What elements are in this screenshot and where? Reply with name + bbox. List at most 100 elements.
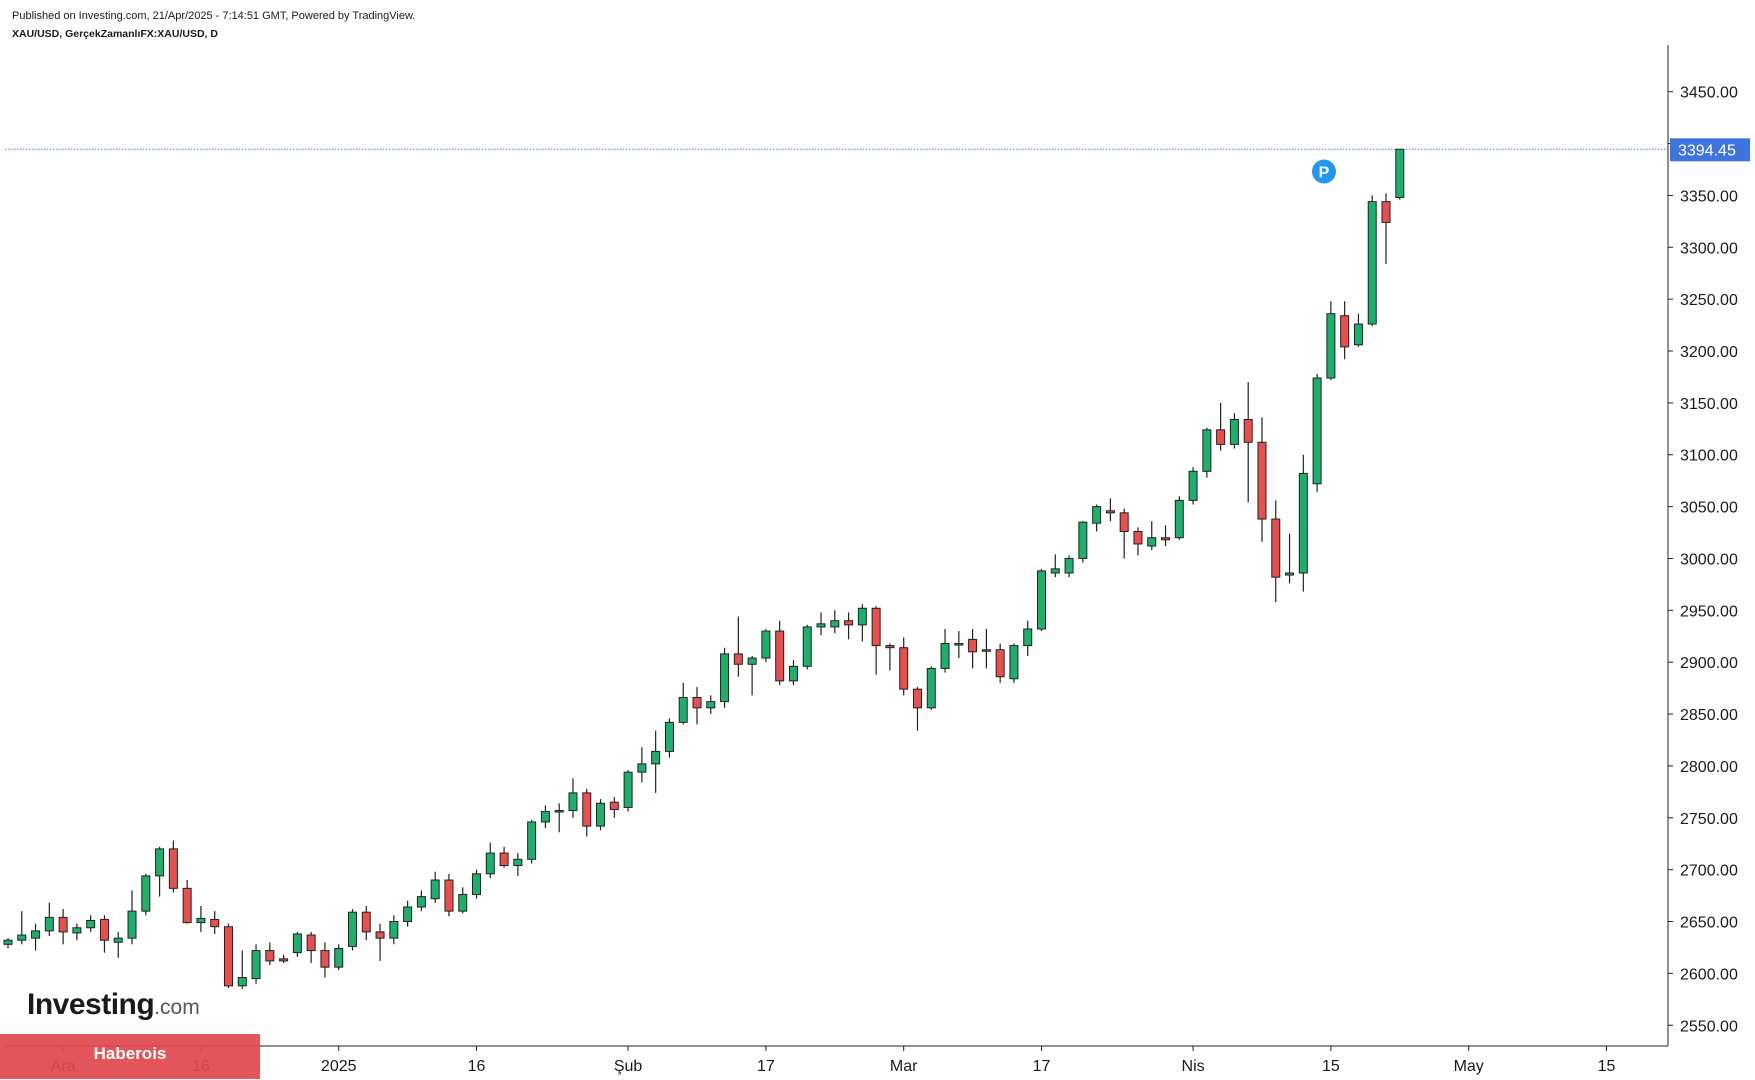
p-marker-label: P — [1319, 165, 1330, 182]
candle — [196, 905, 206, 932]
candle-body — [981, 649, 991, 652]
candle-body — [86, 919, 96, 929]
candle — [31, 923, 41, 951]
y-tick-label: 3200.00 — [1680, 344, 1738, 361]
candle — [44, 902, 54, 937]
candle-body — [210, 918, 220, 928]
candle-body — [775, 630, 785, 682]
candle-body — [72, 927, 82, 934]
candle-body — [361, 911, 371, 933]
candle — [306, 931, 316, 964]
candle-body — [237, 977, 247, 987]
candle — [223, 923, 233, 988]
candle — [706, 695, 716, 715]
candle — [430, 871, 440, 903]
x-tick-label: 2025 — [321, 1058, 357, 1075]
candle-body — [1353, 323, 1363, 346]
candle-body — [196, 917, 206, 924]
candle — [1353, 313, 1363, 347]
candle — [155, 846, 165, 897]
candle-body — [692, 696, 702, 709]
price-axis[interactable]: 2550.00 2600.00 2650.00 2700.00 2750.00 2800.… — [1667, 45, 1750, 1046]
candle — [1174, 496, 1184, 540]
candle-body — [1147, 537, 1157, 547]
candle-body — [788, 665, 798, 682]
candle-body — [1243, 418, 1253, 443]
candle — [1105, 498, 1115, 522]
candle-body — [430, 879, 440, 900]
candle-body — [1326, 313, 1336, 379]
y-tick-label: 3250.00 — [1680, 292, 1738, 309]
candle — [926, 666, 936, 710]
candle-body — [1050, 568, 1060, 574]
x-tick-label: 15 — [1598, 1058, 1616, 1075]
candle — [885, 643, 895, 671]
candle-body — [1133, 530, 1143, 545]
candle-body — [472, 873, 482, 896]
candle-body — [664, 721, 674, 752]
candle — [788, 660, 798, 686]
candle — [265, 942, 275, 966]
candle-body — [1257, 441, 1267, 520]
candle — [361, 905, 371, 941]
y-tick-label: 2950.00 — [1680, 603, 1738, 620]
candle — [692, 687, 702, 725]
y-tick-label: 3450.00 — [1680, 85, 1738, 102]
candle — [1229, 413, 1239, 449]
candle — [1381, 193, 1391, 264]
candle — [554, 803, 564, 833]
candle-body — [1381, 201, 1391, 223]
candle — [899, 637, 909, 696]
candle-body — [168, 848, 178, 889]
candle-body — [320, 950, 330, 968]
candle — [830, 610, 840, 634]
candle — [1133, 527, 1143, 556]
candle — [237, 950, 247, 989]
candle — [540, 805, 550, 829]
candle — [1202, 427, 1212, 478]
candle-body — [251, 950, 261, 980]
candle — [17, 911, 27, 945]
candle — [86, 915, 96, 932]
candle-body — [720, 653, 730, 703]
candle-body — [1119, 512, 1129, 532]
candle-body — [1023, 628, 1033, 647]
candle-body — [926, 667, 936, 709]
x-tick-label: Nis — [1182, 1058, 1205, 1075]
candle — [375, 923, 385, 961]
candle-body — [582, 792, 592, 827]
candle-body — [1271, 518, 1281, 578]
source-badge: Haberois — [0, 1034, 260, 1079]
candle-body — [141, 875, 151, 912]
candle — [1188, 467, 1198, 505]
candle — [912, 687, 922, 731]
candle — [1009, 643, 1019, 683]
candle — [3, 938, 13, 949]
candle-body — [403, 906, 413, 923]
candle-body — [844, 620, 854, 626]
candle-body — [499, 852, 509, 867]
candle-body — [99, 918, 109, 941]
candle — [1298, 454, 1308, 592]
candle-body — [1188, 470, 1198, 501]
candle — [761, 629, 771, 663]
candle — [348, 909, 357, 951]
candle — [1243, 382, 1253, 503]
candle-body — [292, 933, 302, 954]
y-tick-label: 2600.00 — [1680, 966, 1738, 983]
candle-body — [155, 848, 165, 877]
x-tick-label: 17 — [757, 1058, 775, 1075]
candle — [485, 842, 495, 878]
y-tick-label: 3000.00 — [1680, 551, 1738, 568]
y-tick-label: 3150.00 — [1680, 396, 1738, 413]
candle — [1367, 195, 1377, 327]
plot-area[interactable]: P — [3, 148, 1668, 989]
candle — [444, 873, 454, 917]
candle-body — [485, 852, 495, 875]
candle — [1092, 504, 1102, 532]
candle-body — [816, 623, 826, 628]
candle — [968, 629, 978, 669]
candle — [320, 942, 330, 978]
candle-body — [1092, 506, 1102, 524]
